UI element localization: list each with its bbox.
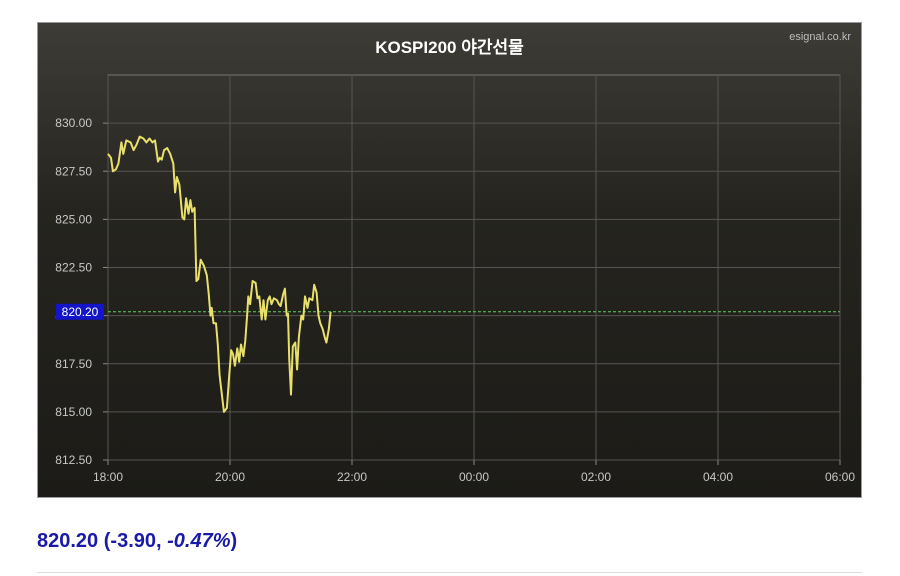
- y-tick-label: 827.50: [55, 164, 92, 178]
- y-tick-label: 825.00: [55, 212, 92, 226]
- quote-change-close: ): [230, 530, 238, 552]
- chart-panel: 812.50815.00817.50820.00822.50825.00827.…: [37, 22, 862, 498]
- y-tick-label: 830.00: [55, 116, 92, 130]
- y-tick-label: 817.50: [55, 357, 92, 371]
- y-tick-label: 815.00: [55, 405, 92, 419]
- source-label: esignal.co.kr: [789, 31, 851, 43]
- bottom-divider: [37, 572, 862, 573]
- current-value-badge: [56, 303, 104, 320]
- chart-plot: 812.50815.00817.50820.00822.50825.00827.…: [55, 74, 855, 484]
- quote-change-open: (: [103, 530, 111, 552]
- x-tick-label: 06:00: [825, 470, 855, 484]
- quote-summary: 820.20 (-3.90, -0.47%): [37, 530, 237, 553]
- current-value-label: 820.20: [62, 305, 99, 319]
- x-tick-label: 22:00: [337, 470, 367, 484]
- quote-separator: ,: [156, 530, 168, 552]
- x-tick-label: 04:00: [703, 470, 733, 484]
- x-tick-label: 18:00: [93, 470, 123, 484]
- x-tick-label: 00:00: [459, 470, 489, 484]
- x-tick-label: 02:00: [581, 470, 611, 484]
- y-tick-label: 822.50: [55, 261, 92, 275]
- x-tick-label: 20:00: [215, 470, 245, 484]
- quote-change-pct: -0.47%: [167, 530, 231, 552]
- quote-change: -3.90: [110, 530, 156, 552]
- y-tick-label: 812.50: [55, 453, 92, 467]
- quote-price: 820.20: [37, 530, 99, 552]
- chart-title: KOSPI200 야간선물: [375, 38, 524, 57]
- price-series-line: [107, 135, 332, 413]
